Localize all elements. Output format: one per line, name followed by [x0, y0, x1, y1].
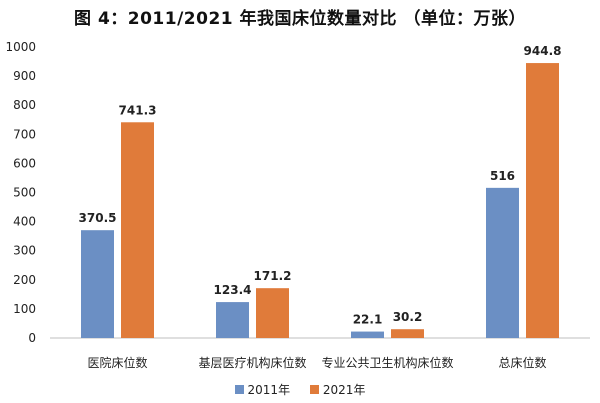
y-tick-label: 900 — [13, 69, 36, 83]
data-label: 30.2 — [393, 310, 423, 324]
y-tick-label: 600 — [13, 156, 36, 170]
y-tick-label: 700 — [13, 127, 36, 141]
data-label: 944.8 — [524, 44, 562, 58]
legend-swatch-2011 — [234, 385, 244, 394]
y-tick-label: 0 — [28, 331, 36, 345]
y-tick-label: 100 — [13, 302, 36, 316]
data-label: 22.1 — [353, 313, 383, 327]
chart-title: 图 4：2011/2021 年我国床位数量对比 （单位：万张） — [74, 9, 526, 29]
x-category-label: 医院床位数 — [87, 355, 147, 370]
y-axis: 0 100 200 300 400 500 600 700 800 900 1000 — [5, 40, 36, 345]
bar-2021-3 — [526, 63, 559, 338]
bar-2021-2 — [391, 329, 424, 338]
data-label: 516 — [490, 169, 515, 183]
legend-item-2011: 2011年 — [234, 381, 291, 398]
bar-2021-1 — [256, 288, 289, 338]
x-category-label: 总床位数 — [498, 355, 546, 370]
legend-label-2021: 2021年 — [322, 383, 366, 397]
data-label: 370.5 — [79, 211, 117, 225]
bar-2011-0 — [81, 230, 114, 338]
legend-swatch-2021 — [309, 385, 319, 394]
legend: 2011年 2021年 — [0, 381, 600, 398]
y-tick-label: 400 — [13, 215, 36, 229]
y-tick-label: 300 — [13, 244, 36, 258]
data-label: 123.4 — [214, 283, 252, 297]
legend-item-2021: 2021年 — [309, 381, 366, 398]
bar-2011-3 — [486, 187, 519, 338]
x-category-label: 基层医疗机构床位数 — [198, 355, 306, 370]
x-category-label: 专业公共卫生机构床位数 — [321, 355, 453, 370]
y-tick-label: 200 — [13, 273, 36, 287]
data-label: 741.3 — [119, 103, 157, 117]
y-tick-label: 1000 — [5, 40, 36, 54]
y-tick-label: 500 — [13, 186, 36, 200]
bar-2011-2 — [351, 331, 384, 338]
y-tick-label: 800 — [13, 98, 36, 112]
x-axis-categories: 医院床位数 基层医疗机构床位数 专业公共卫生机构床位数 总床位数 — [87, 355, 546, 370]
bar-2021-0 — [121, 122, 154, 338]
legend-label-2011: 2011年 — [247, 383, 291, 397]
bar-2011-1 — [216, 302, 249, 338]
data-label: 171.2 — [254, 269, 292, 283]
